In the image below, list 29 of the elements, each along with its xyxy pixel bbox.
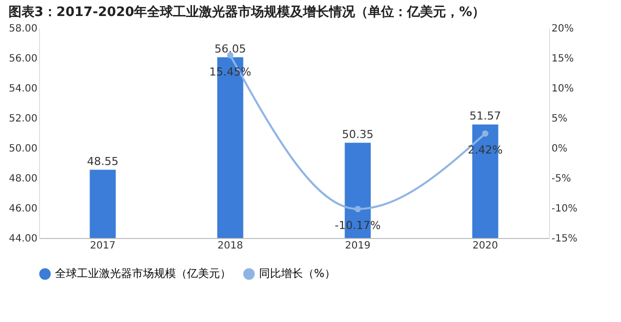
y-tick-label: 52.00 (8, 114, 38, 124)
y-tick-label: 56.00 (8, 54, 38, 64)
x-tick-label: 2019 (345, 240, 370, 252)
data-label: 51.57 (470, 109, 501, 122)
y2-tick-label: 20% (552, 24, 574, 34)
legend-label: 全球工业激光器市场规模（亿美元） (55, 267, 231, 280)
x-tick-label: 2017 (90, 240, 116, 252)
y-tick-label: 54.00 (8, 84, 38, 94)
y-tick-label: 44.00 (8, 234, 38, 244)
y-tick-label: 58.00 (8, 24, 38, 34)
y2-tick-label: 0% (552, 144, 568, 154)
y2-tick-label: 10% (552, 84, 574, 94)
point (354, 206, 361, 212)
y-tick-label: 48.00 (8, 174, 38, 184)
chart-title: 图表3：2017-2020年全球工业激光器市场规模及增长情况（单位：亿美元，%） (8, 4, 486, 20)
data-label: 56.05 (214, 42, 246, 56)
legend-label: 同比增长（%） (259, 267, 336, 280)
y2-tick-label: 5% (552, 114, 568, 124)
x-tick-label: 2018 (218, 240, 243, 252)
y-tick-label: 50.00 (8, 144, 38, 154)
point (482, 130, 488, 137)
data-label: 48.55 (87, 154, 118, 168)
y2-tick-label: -5% (552, 174, 571, 184)
y2-tick-label: 15% (552, 54, 574, 64)
y2-tick-label: -15% (552, 234, 578, 244)
data-label: 50.35 (342, 128, 374, 141)
y-tick-label: 46.00 (8, 204, 38, 214)
y2-tick-label: -10% (552, 204, 578, 214)
x-tick-label: 2020 (472, 240, 498, 252)
